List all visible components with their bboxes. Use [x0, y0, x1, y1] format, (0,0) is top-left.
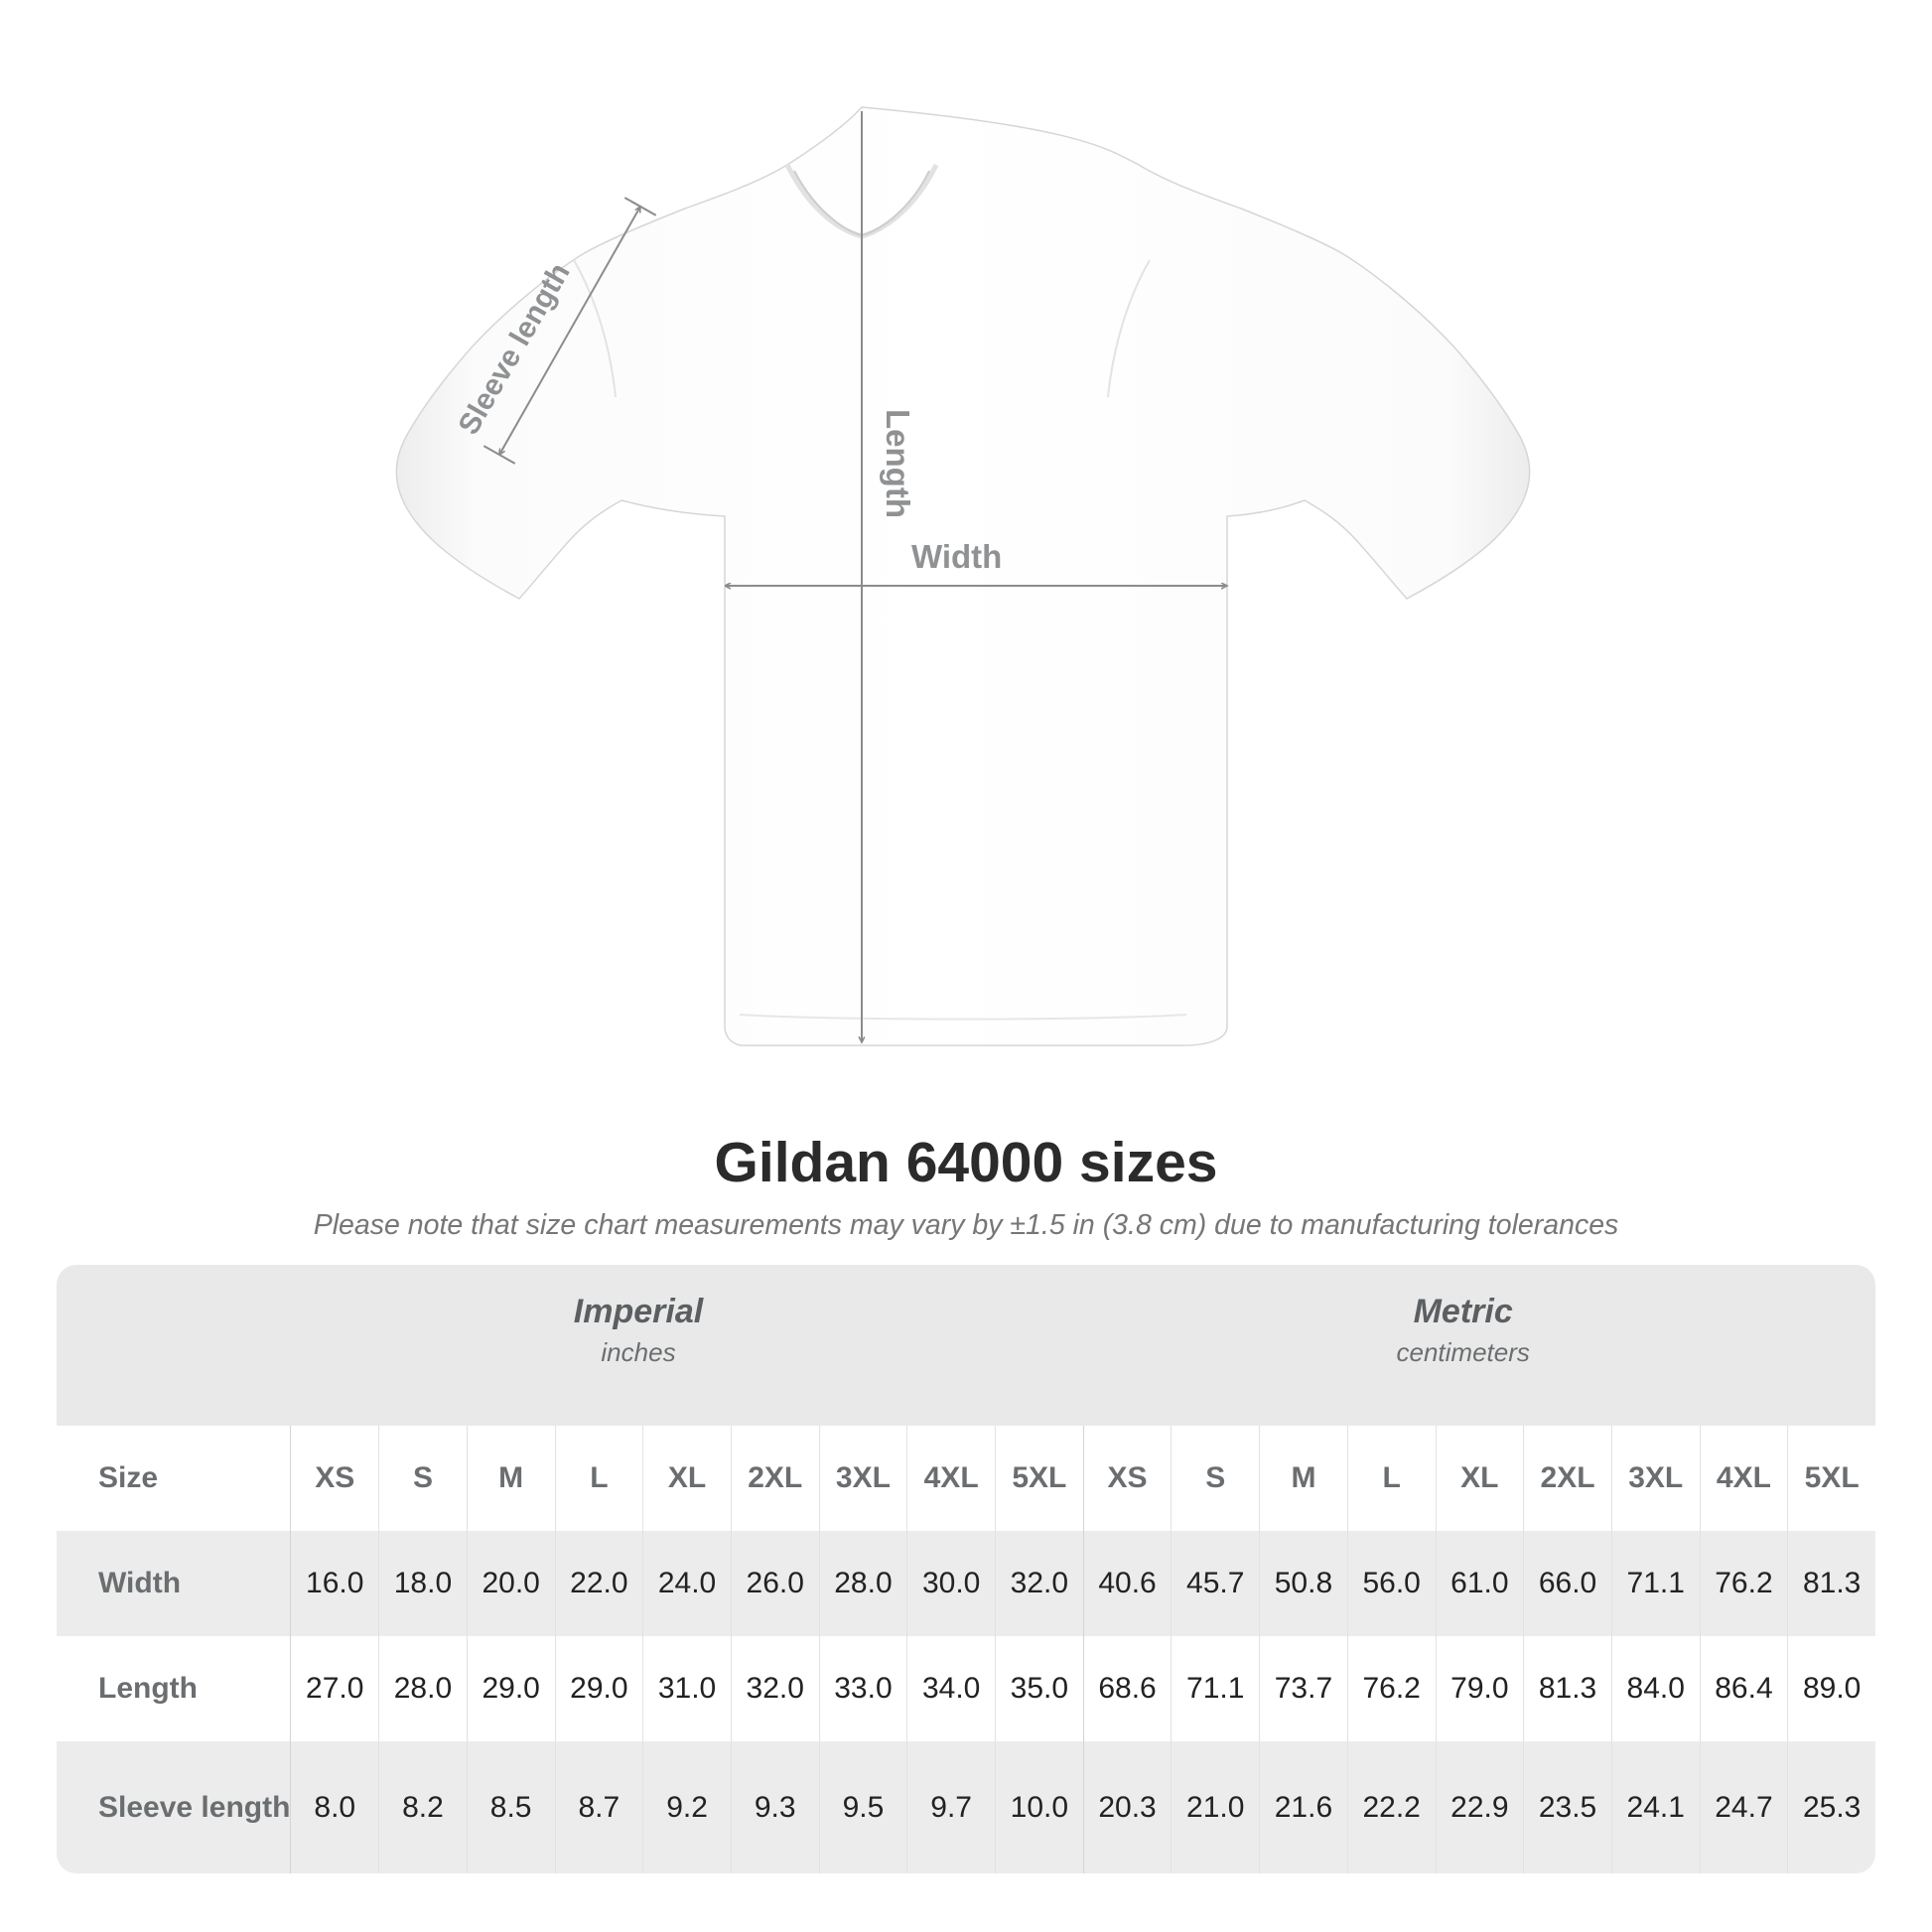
svg-text:Width: Width	[911, 538, 1002, 575]
svg-text:Length: Length	[880, 409, 916, 518]
